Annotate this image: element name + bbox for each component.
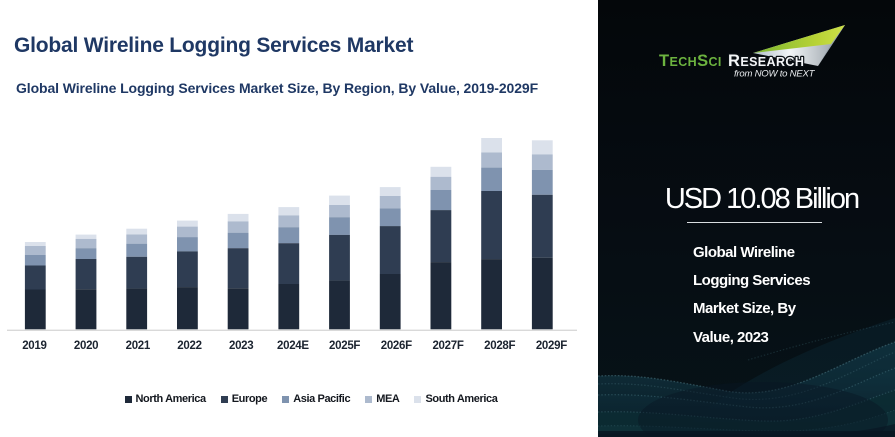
- svg-text:RESEARCH: RESEARCH: [728, 52, 804, 70]
- svg-text:TECHSCI: TECHSCI: [659, 52, 722, 70]
- svg-text:from NOW to NEXT: from NOW to NEXT: [734, 69, 816, 80]
